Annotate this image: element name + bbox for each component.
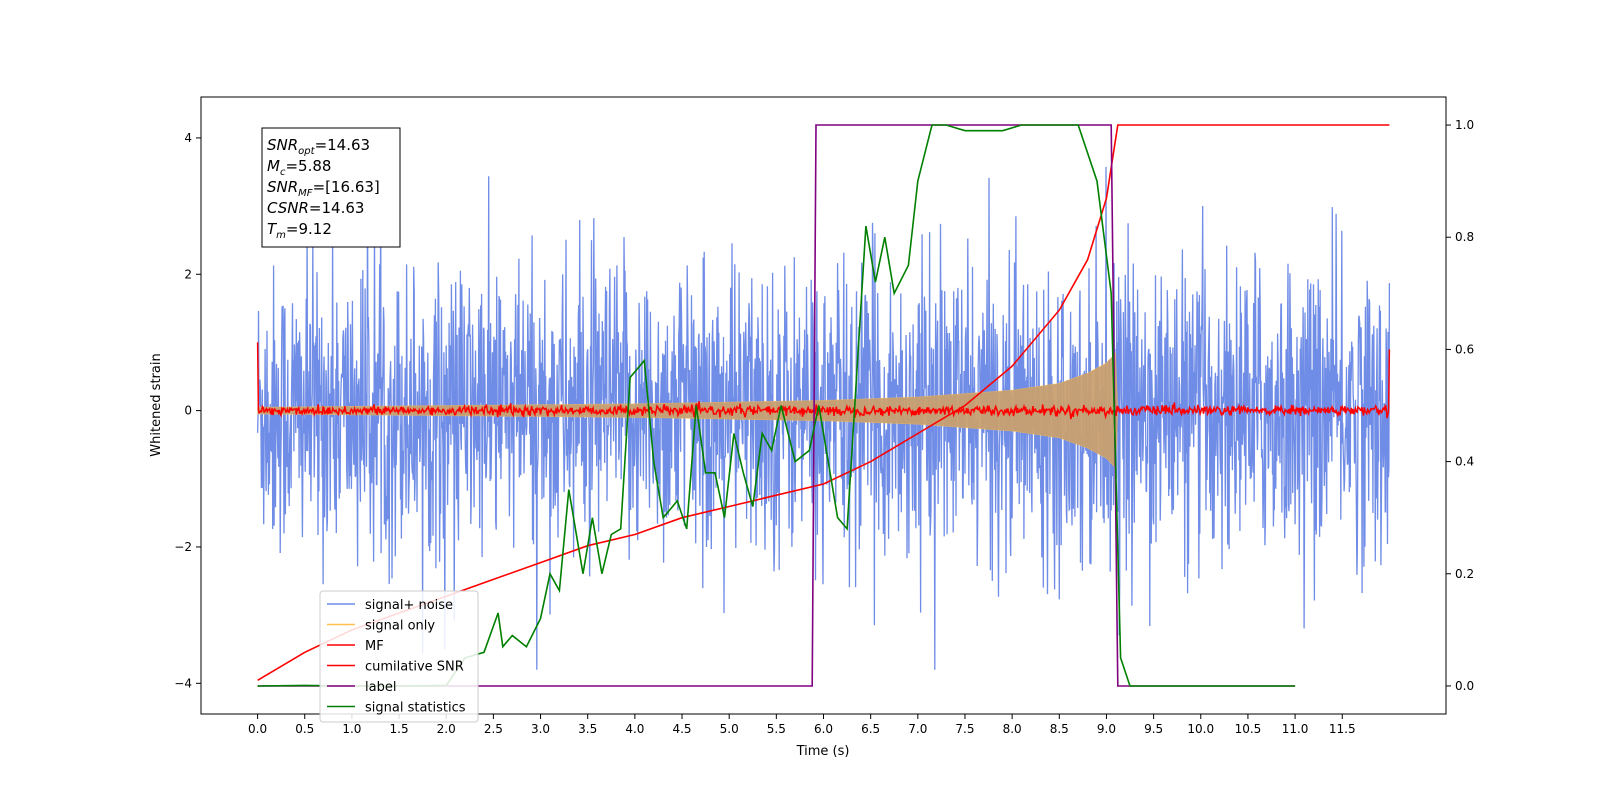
legend-item: cumilative SNR [327,660,464,675]
x-tick-label: 11.5 [1329,722,1356,736]
x-tick-label: 8.0 [1003,722,1022,736]
y-tick-label: 2 [184,267,192,281]
stats-box: SNRopt=14.63Mc=5.88SNRMF=[16.63]CSNR=14.… [261,127,401,248]
legend-item: MF [327,639,384,654]
legend-label: signal statistics [365,701,466,716]
legend-item: signal only [327,619,435,634]
x-tick-label: 4.5 [672,722,691,736]
x-tick-label: 11.0 [1282,722,1309,736]
stats-line: SNRopt=14.63 [267,136,370,157]
x-axis-label: Time (s) [796,744,850,759]
legend-item: signal+ noise [327,598,453,613]
x-tick-label: 4.0 [625,722,644,736]
x-tick-label: 5.0 [720,722,739,736]
x-tick-label: 9.5 [1144,722,1163,736]
x-tick-label: 7.5 [955,722,974,736]
x-tick-label: 10.5 [1235,722,1262,736]
stats-box-frame [261,127,401,248]
legend-label: signal+ noise [365,598,453,613]
series-mf [256,342,1391,420]
legend-label: MF [365,639,384,654]
x-tick-label: 3.5 [578,722,597,736]
line-signal-statistics [257,124,1296,687]
stats-line: CSNR=14.63 [267,199,364,217]
legend-item: label [327,680,396,695]
x-tick-label: 7.0 [908,722,927,736]
y2-tick-label: 0.6 [1455,342,1474,356]
y-tick-label: 4 [184,131,192,145]
series-signal-noise [256,151,1391,670]
x-tick-label: 1.5 [390,722,409,736]
y2-tick-label: 1.0 [1455,118,1474,132]
x-tick-label: 3.0 [531,722,550,736]
legend-frame [319,590,479,723]
y-tick-label: 0 [184,404,192,418]
stats-line: SNRMF=[16.63] [267,178,380,199]
x-tick-label: 0.0 [248,722,267,736]
y-tick-label: −4 [174,676,192,690]
x-tick-label: 2.0 [437,722,456,736]
x-tick-label: 6.5 [861,722,880,736]
stats-line: Tm=9.12 [267,220,332,241]
x-tick-label: 6.0 [814,722,833,736]
y2-tick-label: 0.8 [1455,230,1474,244]
stats-line: Mc=5.88 [267,157,331,178]
y-tick-label: −2 [174,540,192,554]
x-tick-label: 2.5 [484,722,503,736]
y2-tick-label: 0.0 [1455,679,1474,693]
legend-label: signal only [365,619,435,634]
y2-tick-label: 0.4 [1455,455,1474,469]
legend-label: label [365,680,396,695]
x-tick-label: 8.5 [1050,722,1069,736]
legend-item: signal statistics [327,701,466,716]
series-signal-statistics [257,124,1296,687]
y2-tick-label: 0.2 [1455,567,1474,581]
x-tick-label: 1.0 [342,722,361,736]
x-tick-label: 9.0 [1097,722,1116,736]
line-mf [256,342,1391,420]
y-axis-left: −4 −2 0 2 4 [174,131,201,690]
x-tick-label: 10.0 [1187,722,1214,736]
y-axis-label: Whitened strain [149,353,164,456]
legend-label: cumilative SNR [365,660,464,675]
y-axis-right: 0.0 0.2 0.4 0.6 0.8 1.0 [1446,118,1474,693]
x-tick-label: 5.5 [767,722,786,736]
line-signal-noise [256,151,1391,670]
legend: signal+ noise signal only MF cumilative SNR… [319,590,479,723]
x-tick-label: 0.5 [295,722,314,736]
x-axis: 0.0 0.5 1.0 1.5 2.0 2.5 3.0 3.5 4.0 4.5 5.0 5.5 6.0 6… [248,714,1356,736]
